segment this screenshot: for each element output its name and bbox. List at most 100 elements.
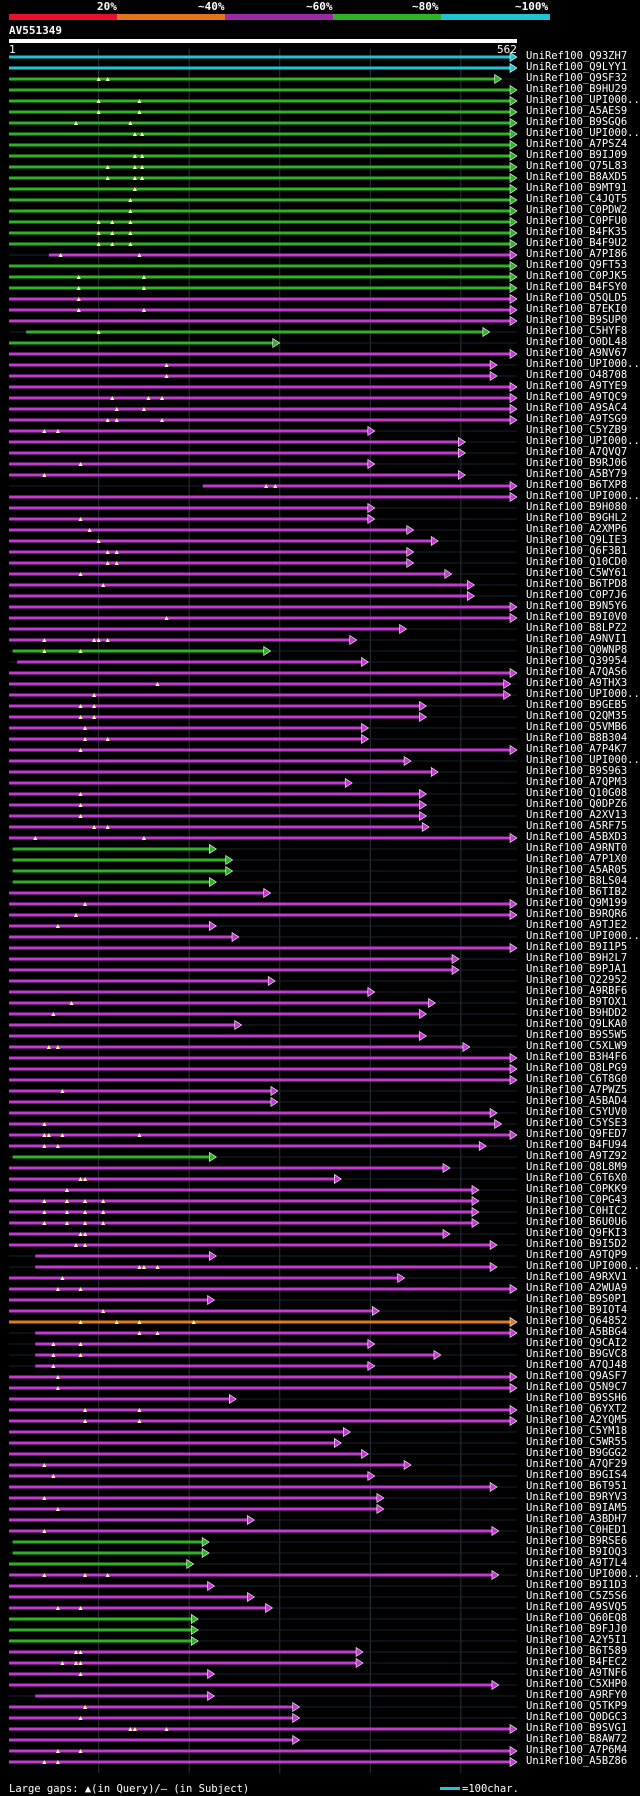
hit-label[interactable]: UniRef100_B8AW72 [526,1733,628,1745]
hit-label[interactable]: UniRef100_Q0WNP8 [526,644,628,656]
hit-label[interactable]: UniRef100_C5HYF8 [526,325,628,337]
hit-label[interactable]: UniRef100_B9IOT4 [526,1304,628,1316]
hit-label[interactable]: UniRef100_B9N5Y6 [526,600,628,612]
hit-alignment[interactable] [9,711,517,723]
hit-alignment[interactable] [9,634,517,646]
hit-alignment[interactable] [9,1723,518,1735]
hit-alignment[interactable] [9,370,517,382]
hit-label[interactable]: UniRef100_A2WUA9 [526,1282,628,1294]
hit-alignment[interactable] [9,1591,517,1603]
hit-label[interactable]: UniRef100_Q60EQ8 [526,1612,628,1624]
hit-label[interactable]: UniRef100_UPI000... [526,754,640,766]
hit-label[interactable]: UniRef100_Q2QM35 [526,710,628,722]
hit-alignment[interactable] [9,139,518,151]
hit-alignment[interactable] [9,1613,517,1625]
hit-label[interactable]: UniRef100_B9H2L7 [526,952,628,964]
hit-label[interactable]: UniRef100_A5BY79 [526,468,628,480]
hit-alignment[interactable] [9,1756,518,1768]
hit-alignment[interactable] [9,524,517,536]
hit-label[interactable]: UniRef100_Q8LPG9 [526,1062,628,1074]
hit-label[interactable]: UniRef100_Q9LIE3 [526,534,628,546]
hit-label[interactable]: UniRef100_B8LPZ2 [526,622,628,634]
hit-label[interactable]: UniRef100_A9T7L4 [526,1557,628,1569]
hit-label[interactable]: UniRef100_A2XMP6 [526,523,628,535]
hit-alignment[interactable] [9,568,517,580]
hit-label[interactable]: UniRef100_C5Z5S6 [526,1590,628,1602]
hit-label[interactable]: UniRef100_Q0DPZ6 [526,798,628,810]
hit-alignment[interactable] [9,942,518,954]
hit-alignment[interactable] [9,106,518,118]
hit-label[interactable]: UniRef100_Q10G08 [526,787,628,799]
hit-alignment[interactable] [9,909,518,921]
hit-alignment[interactable] [9,1525,517,1537]
hit-alignment[interactable] [9,1206,517,1218]
hit-label[interactable]: UniRef100_B6U0U6 [526,1216,628,1228]
hit-alignment[interactable] [9,1569,517,1581]
hit-alignment[interactable] [9,128,518,140]
hit-label[interactable]: UniRef100_A9RFY0 [526,1689,628,1701]
hit-alignment[interactable] [9,513,517,525]
hit-alignment[interactable] [9,1129,518,1141]
hit-label[interactable]: UniRef100_C0PG43 [526,1194,628,1206]
hit-label[interactable]: UniRef100_B9HU29 [526,83,628,95]
hit-label[interactable]: UniRef100_C6T8G0 [526,1073,628,1085]
hit-label[interactable]: UniRef100_B6TIB2 [526,886,628,898]
hit-label[interactable]: UniRef100_Q75L83 [526,160,628,172]
hit-alignment[interactable] [9,1470,517,1482]
hit-alignment[interactable] [9,1558,517,1570]
hit-alignment[interactable] [9,425,517,437]
hit-alignment[interactable] [9,1393,517,1405]
hit-label[interactable]: UniRef100_B9I1D3 [526,1579,628,1591]
hit-label[interactable]: UniRef100_Q39954 [526,655,628,667]
hit-label[interactable]: UniRef100_B9GVC8 [526,1348,628,1360]
hit-label[interactable]: UniRef100_Q22952 [526,974,628,986]
hit-alignment[interactable] [9,1426,517,1438]
hit-label[interactable]: UniRef100_A9TNF6 [526,1667,628,1679]
hit-alignment[interactable] [9,1415,518,1427]
hit-label[interactable]: UniRef100_O0DL48 [526,336,628,348]
hit-alignment[interactable] [9,205,518,217]
hit-label[interactable]: UniRef100_C5YSE3 [526,1117,628,1129]
hit-label[interactable]: UniRef100_A7QJ48 [526,1359,628,1371]
hit-alignment[interactable] [9,1701,517,1713]
hit-alignment[interactable] [9,1096,517,1108]
hit-label[interactable]: UniRef100_B6TXP8 [526,479,628,491]
hit-label[interactable]: UniRef100_B9TOX1 [526,996,628,1008]
hit-label[interactable]: UniRef100_B9MT91 [526,182,628,194]
hit-label[interactable]: UniRef100_B9SUP0 [526,314,628,326]
hit-alignment[interactable] [9,1481,517,1493]
hit-alignment[interactable] [9,436,517,448]
hit-label[interactable]: UniRef100_B7EKI0 [526,303,628,315]
hit-alignment[interactable] [9,381,518,393]
hit-alignment[interactable] [9,678,517,690]
hit-label[interactable]: UniRef100_A5AR05 [526,864,628,876]
hit-alignment[interactable] [9,986,517,998]
hit-label[interactable]: UniRef100_UPI000... [526,688,640,700]
hit-alignment[interactable] [9,557,517,569]
hit-label[interactable]: UniRef100_A5BZ86 [526,1755,628,1767]
hit-alignment[interactable] [9,865,517,877]
hit-alignment[interactable] [9,1635,517,1647]
hit-alignment[interactable] [9,667,518,679]
hit-label[interactable]: UniRef100_A9SVQ5 [526,1601,628,1613]
hit-label[interactable]: UniRef100_C0PJK5 [526,270,628,282]
hit-alignment[interactable] [9,997,517,1009]
hit-alignment[interactable] [9,1030,517,1042]
hit-alignment[interactable] [9,1734,517,1746]
hit-label[interactable]: UniRef100_A5BXD3 [526,831,628,843]
hit-label[interactable]: UniRef100_C0HED1 [526,1524,628,1536]
hit-label[interactable]: UniRef100_B9FJJ0 [526,1623,628,1635]
hit-alignment[interactable] [9,612,518,624]
hit-alignment[interactable] [9,249,518,261]
hit-alignment[interactable] [9,293,518,305]
hit-alignment[interactable] [9,1690,517,1702]
hit-alignment[interactable] [9,975,517,987]
hit-label[interactable]: UniRef100_B4FEC2 [526,1656,628,1668]
hit-label[interactable]: UniRef100_Q5TKP9 [526,1700,628,1712]
hit-label[interactable]: UniRef100_Q5N9C7 [526,1381,628,1393]
hit-label[interactable]: UniRef100_Q5QLD5 [526,292,628,304]
hit-label[interactable]: UniRef100_Q9LKA0 [526,1018,628,1030]
hit-alignment[interactable] [9,1459,517,1471]
hit-label[interactable]: UniRef100_B9S0P1 [526,1293,628,1305]
hit-alignment[interactable] [9,502,517,514]
